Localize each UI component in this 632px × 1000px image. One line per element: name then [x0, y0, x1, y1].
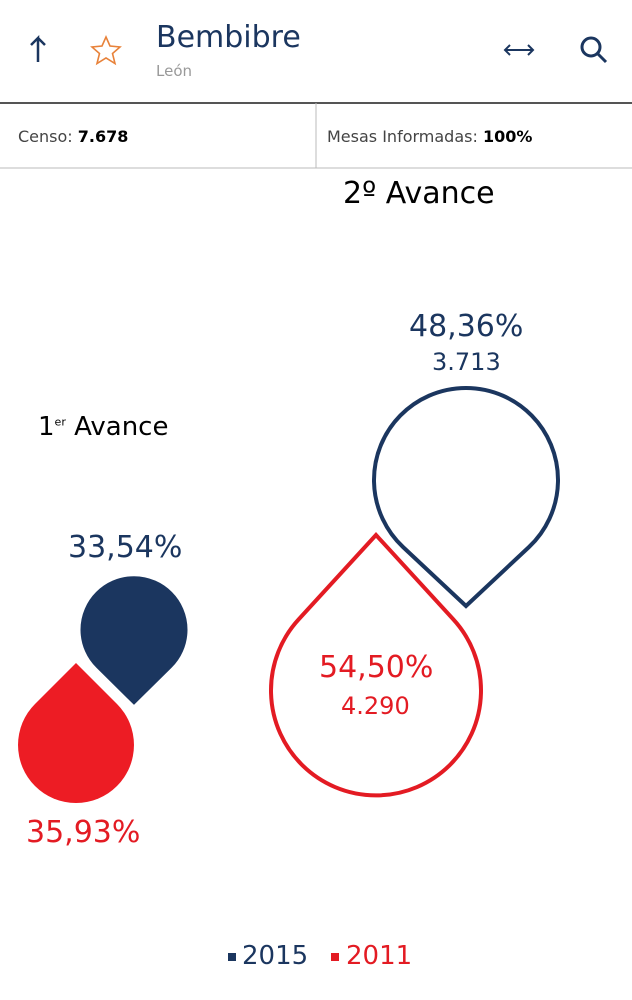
favorite-icon[interactable]	[90, 35, 122, 66]
pct-2015: 48,36%	[409, 309, 524, 344]
expand-icon[interactable]	[503, 44, 535, 56]
drop-2011	[18, 663, 134, 803]
drop-2011-outline	[269, 532, 483, 798]
back-icon[interactable]	[30, 34, 46, 62]
pct-2011: 54,50%	[319, 650, 434, 685]
legend-swatch	[331, 953, 339, 961]
title: Bembibre	[156, 20, 301, 55]
legend-entry: 2015	[242, 941, 309, 971]
label: Avance	[74, 412, 169, 442]
censo: Censo: 7.678	[18, 127, 128, 146]
legend-entry: 2011	[346, 941, 413, 971]
mesas: Mesas Informadas: 100%	[327, 127, 532, 146]
label: Censo:	[18, 127, 73, 146]
pct-2011: 35,93%	[26, 815, 141, 850]
avance2-title: 2º Avance	[343, 176, 495, 211]
number: 1	[38, 412, 55, 442]
votes-2015: 3.713	[432, 348, 501, 376]
drop-2015	[77, 573, 191, 710]
subtitle: León	[156, 62, 193, 80]
avance1-title: 1er Avance	[38, 412, 168, 442]
label: Mesas Informadas:	[327, 127, 478, 146]
legend-swatch	[228, 953, 236, 961]
value: 100%	[482, 127, 533, 146]
votes-2011: 4.290	[341, 692, 410, 720]
search-icon[interactable]	[580, 36, 608, 64]
drop-2015-outline	[372, 386, 560, 609]
suffix: er	[54, 415, 66, 429]
pct-2015: 33,54%	[68, 530, 183, 565]
value: 7.678	[77, 127, 129, 146]
